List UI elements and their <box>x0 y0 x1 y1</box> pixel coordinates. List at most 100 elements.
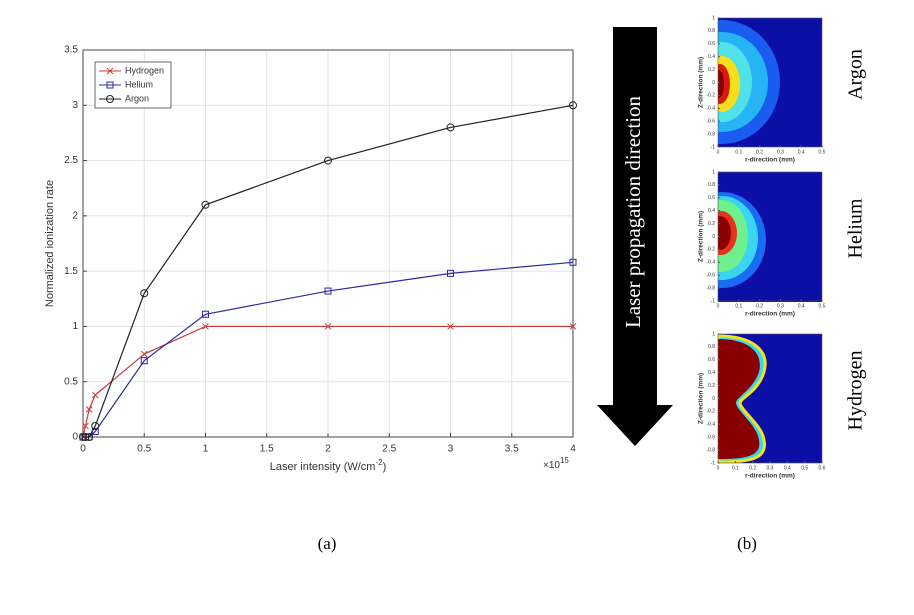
y-tick-label: 0.4 <box>708 208 715 214</box>
y-tick-label: 0.2 <box>708 67 715 73</box>
y-tick-label: 0.2 <box>708 383 715 389</box>
y-tick-label: 2 <box>72 210 78 221</box>
y-tick-label: -0.2 <box>706 247 715 253</box>
y-tick-label: 0.6 <box>708 357 715 363</box>
y-tick-label: -0.8 <box>706 285 715 291</box>
y-tick-label: -0.2 <box>706 409 715 415</box>
y-tick-label: -0.4 <box>706 260 715 266</box>
marker <box>140 357 148 365</box>
legend-marker <box>106 67 114 75</box>
x-tick-label: 0.4 <box>784 465 791 471</box>
y-tick-label: 3.5 <box>64 45 78 56</box>
y-tick-label: -0.2 <box>706 93 715 99</box>
x-multiplier-exp: 15 <box>560 456 569 465</box>
y-tick-label: -0.6 <box>706 119 715 125</box>
x-tick-label: 0.2 <box>756 149 763 155</box>
x-tick-label: 2.5 <box>382 444 396 455</box>
y-tick-label: 0.2 <box>708 221 715 227</box>
marker <box>201 200 210 209</box>
x-tick-label: 0.3 <box>777 149 784 155</box>
y-tick-label: 0.8 <box>708 28 715 34</box>
x-tick-label: 0.6 <box>819 465 826 471</box>
y-tick-label: 1 <box>72 321 78 332</box>
x-axis-label-tail: ) <box>383 461 387 473</box>
y-tick-label: 1 <box>712 15 715 21</box>
marker <box>447 323 454 330</box>
x-tick-label: 0.5 <box>137 444 151 455</box>
marker <box>202 323 209 330</box>
x-axis-label: r-direction (mm) <box>745 157 795 164</box>
x-tick-label: 0.1 <box>735 149 742 155</box>
marker <box>85 433 94 441</box>
marker <box>79 433 87 441</box>
legend-label: Helium <box>125 79 153 89</box>
y-tick-label: 0 <box>712 234 715 240</box>
legend-marker <box>106 95 114 103</box>
x-tick-label: 0.1 <box>735 303 742 309</box>
x-tick-label: 0 <box>717 465 720 471</box>
legend-label: Argon <box>125 93 149 103</box>
x-axis-label-sup: -2 <box>375 458 383 467</box>
x-axis-label: r-direction (mm) <box>745 311 795 318</box>
y-tick-label: -1 <box>711 144 716 150</box>
y-tick-label: 0.6 <box>708 41 715 47</box>
x-axis-label: Laser intensity (W/cm-2) <box>270 458 387 473</box>
y-tick-label: 0 <box>712 396 715 402</box>
y-tick-label: -0.8 <box>706 131 715 137</box>
x-tick-label: 1 <box>203 444 209 455</box>
heatmap-image <box>718 18 822 147</box>
marker <box>569 101 577 110</box>
x-tick-label: 0.3 <box>767 465 774 471</box>
y-tick-label: 1 <box>712 331 715 337</box>
marker <box>569 323 577 330</box>
marker <box>140 350 148 358</box>
panel-label: (a) <box>318 534 337 553</box>
gas-label: Helium <box>845 198 867 258</box>
y-axis-label: Z-direction (mm) <box>698 211 705 262</box>
x-tick-label: 0.3 <box>777 303 784 309</box>
marker <box>81 433 90 441</box>
x-tick-label: 0 <box>717 149 720 155</box>
x-multiplier-base: ×10 <box>543 460 560 471</box>
gas-label: Argon <box>845 49 867 100</box>
marker <box>85 406 93 413</box>
marker <box>140 289 149 298</box>
legend-marker <box>106 81 114 89</box>
y-tick-label: 0.5 <box>64 376 78 387</box>
y-tick-label: 0.4 <box>708 370 715 376</box>
x-axis-label-text: Laser intensity (W/cm <box>270 461 376 473</box>
marker <box>324 156 332 165</box>
y-tick-label: 2.5 <box>64 155 78 166</box>
x-tick-label: 0 <box>80 444 86 455</box>
x-axis-label: r-direction (mm) <box>745 473 795 480</box>
y-tick-label: -0.4 <box>706 422 715 428</box>
y-tick-label: 0 <box>72 432 78 443</box>
y-tick-label: -0.8 <box>706 447 715 453</box>
arrow-head <box>597 405 673 446</box>
x-tick-label: 1.5 <box>260 444 274 455</box>
y-tick-label: 1.5 <box>64 266 78 277</box>
x-tick-label: 0.2 <box>756 303 763 309</box>
panel-label: (b) <box>737 534 757 553</box>
y-axis-label: Z-direction (mm) <box>698 373 705 424</box>
marker <box>446 123 455 132</box>
legend-label: Hydrogen <box>125 65 164 75</box>
marker <box>569 258 577 266</box>
arrow-label: Laser propagation direction <box>621 95 645 328</box>
x-tick-label: 2 <box>325 444 331 455</box>
x-tick-label: 0.5 <box>819 303 826 309</box>
y-tick-label: 0.8 <box>708 182 715 188</box>
marker <box>202 310 209 318</box>
x-tick-label: 0.5 <box>819 149 826 155</box>
x-tick-label: 4 <box>570 444 576 455</box>
heatmap-image <box>718 334 822 463</box>
x-tick-label: 0.1 <box>732 465 739 471</box>
x-tick-label: 0.2 <box>749 465 756 471</box>
y-tick-label: -0.6 <box>706 273 715 279</box>
y-tick-label: -0.6 <box>706 435 715 441</box>
heatmap-image <box>718 172 822 302</box>
marker <box>324 323 332 330</box>
y-tick-label: 0.6 <box>708 195 715 201</box>
y-tick-label: -0.4 <box>706 106 715 112</box>
